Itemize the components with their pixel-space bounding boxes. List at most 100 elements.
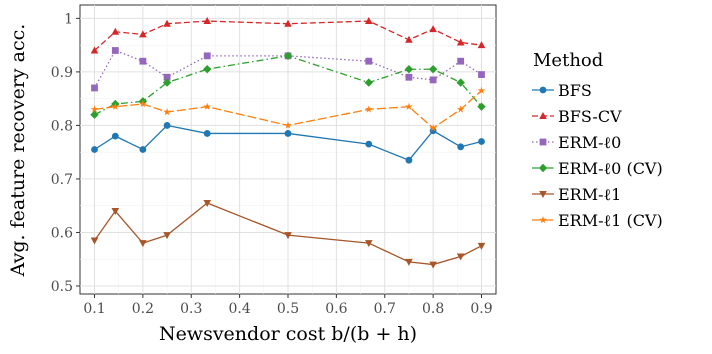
legend-label: ERM-ℓ0 (CV)	[558, 159, 663, 178]
data-point	[111, 27, 120, 35]
data-point	[405, 258, 413, 266]
legend-marker	[539, 86, 547, 94]
legend-label: ERM-ℓ1 (CV)	[558, 211, 663, 230]
x-tick-label: 0.2	[132, 301, 154, 317]
legend-marker	[539, 138, 547, 146]
data-point	[163, 108, 171, 116]
data-point	[284, 130, 292, 137]
data-point	[429, 127, 437, 135]
x-tick-label: 0.1	[83, 301, 105, 317]
data-point	[405, 156, 413, 164]
data-point	[477, 86, 486, 94]
data-point	[477, 102, 486, 111]
data-point	[203, 65, 212, 74]
legend-entry: BFS	[532, 81, 592, 100]
data-point	[139, 57, 147, 65]
legend-marker	[539, 216, 547, 224]
data-point	[429, 124, 437, 132]
data-point	[90, 46, 99, 54]
legend-entry: ERM-ℓ1 (CV)	[532, 211, 663, 230]
data-point	[405, 35, 413, 43]
data-point	[91, 146, 98, 153]
legend-label: ERM-ℓ1	[558, 185, 621, 204]
series-3	[90, 51, 486, 119]
data-point	[478, 138, 485, 145]
data-point	[111, 102, 120, 110]
y-axis-ticks: 0.5 0.6 0.7 0.8 0.9 1	[51, 11, 80, 295]
data-point	[404, 65, 414, 74]
x-tick-label: 0.8	[422, 301, 444, 317]
data-point	[91, 84, 98, 92]
x-axis-ticks: 0.1 0.2 0.3 0.4 0.5 0.6 0.7 0.8 0.9	[83, 294, 493, 317]
data-point	[162, 78, 172, 87]
legend-entry: ERM-ℓ0	[532, 133, 621, 152]
data-point	[429, 25, 437, 33]
data-point	[139, 100, 147, 108]
x-tick-label: 0.5	[277, 301, 299, 317]
data-point	[163, 232, 171, 240]
y-tick-label: 0.9	[51, 65, 73, 81]
data-point	[456, 105, 465, 113]
data-point	[405, 73, 413, 81]
legend-label: ERM-ℓ0	[558, 133, 621, 152]
y-tick-label: 0.5	[51, 279, 73, 295]
y-tick-label: 0.7	[51, 172, 73, 188]
data-point	[203, 17, 212, 25]
data-point	[90, 237, 99, 245]
data-point	[429, 76, 437, 84]
series-1	[90, 17, 486, 54]
data-point	[457, 143, 465, 151]
data-point	[139, 240, 147, 248]
y-tick-label: 0.8	[51, 118, 73, 134]
data-point	[478, 71, 485, 78]
data-point	[284, 121, 292, 129]
data-point	[364, 17, 373, 25]
legend-entry: ERM-ℓ0 (CV)	[532, 159, 663, 178]
legend-label: BFS-CV	[558, 107, 622, 126]
data-point	[203, 52, 211, 60]
series-4	[90, 200, 486, 269]
x-tick-label: 0.9	[470, 301, 492, 317]
x-tick-label: 0.6	[325, 301, 347, 317]
legend-marker	[538, 163, 548, 173]
data-point	[284, 232, 292, 240]
data-point	[163, 19, 171, 27]
data-point	[364, 78, 373, 87]
y-axis-title: Avg. feature recovery acc.	[7, 24, 29, 278]
y-tick-label: 0.6	[51, 225, 73, 241]
series-layer	[90, 17, 486, 269]
data-point	[429, 261, 437, 269]
data-point	[283, 51, 293, 61]
data-point	[90, 110, 99, 119]
data-point	[405, 102, 413, 110]
data-point	[111, 208, 120, 216]
data-point	[457, 57, 465, 65]
data-point	[428, 65, 438, 74]
data-point	[111, 47, 119, 54]
x-tick-label: 0.3	[180, 301, 202, 317]
data-point	[203, 130, 211, 137]
legend-label: BFS	[558, 81, 592, 100]
legend-entry: BFS-CV	[532, 107, 622, 126]
data-point	[477, 242, 486, 250]
data-point	[364, 105, 373, 113]
data-point	[203, 200, 212, 208]
data-point	[284, 19, 292, 27]
x-tick-label: 0.7	[374, 301, 396, 317]
data-point	[203, 102, 212, 110]
x-tick-label: 0.4	[228, 301, 250, 317]
data-point	[90, 105, 99, 113]
grid-lines	[80, 5, 496, 294]
data-point	[456, 38, 465, 46]
data-point	[364, 240, 373, 248]
legend: Method BFS BFS-CV ERM-ℓ0 ERM-ℓ0 (CV) ERM-ℓ1 E…	[532, 50, 663, 230]
x-axis-title: Newsvendor cost b/(b + h)	[159, 323, 417, 345]
data-point	[163, 73, 171, 81]
data-point	[139, 146, 147, 153]
series-0	[91, 122, 485, 164]
data-point	[139, 30, 147, 38]
data-point	[456, 78, 465, 87]
legend-marker	[539, 112, 547, 119]
data-point	[163, 122, 171, 129]
data-point	[365, 140, 373, 148]
